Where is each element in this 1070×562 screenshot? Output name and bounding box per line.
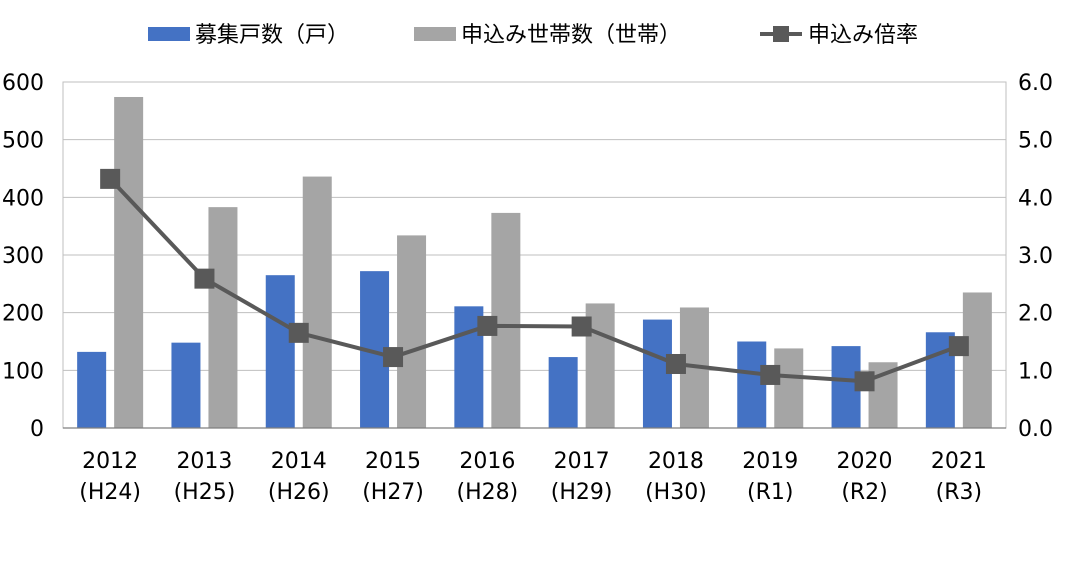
bar-series-1 [77,351,107,428]
x-tick-label-year: 2021 [931,449,987,474]
x-tick-label-year: 2018 [648,449,704,474]
x-tick-label-era: (H30) [645,480,707,505]
ratio-line [100,168,969,392]
legend-label-3: 申込み倍率 [808,23,918,48]
right-axis-tick-label: 1.0 [1018,359,1053,384]
ratio-point [194,268,215,289]
left-axis-tick-label: 500 [2,129,44,154]
legend-swatch-2 [414,27,456,41]
left-axis-tick-label: 600 [2,71,44,96]
right-axis-tick-label: 3.0 [1018,244,1053,269]
left-axis-tick-label: 300 [2,244,44,269]
right-axis-tick-label: 5.0 [1018,129,1053,154]
x-tick-label-year: 2017 [554,449,610,474]
left-axis-tick-label: 0 [30,417,44,442]
ratio-point [100,168,121,189]
ratio-point [477,315,498,336]
ratio-point [948,336,969,357]
bar-series-1 [265,275,295,428]
ratio-point [760,364,781,385]
ratio-point [571,316,592,337]
x-tick-label-era: (H24) [79,480,141,505]
x-tick-label-year: 2012 [82,449,138,474]
bars [77,96,992,428]
ratio-point [854,371,875,392]
bar-series-2 [114,96,144,428]
x-tick-label-year: 2016 [459,449,515,474]
left-axis-tick-label: 100 [2,359,44,384]
legend: 募集戸数（戸） 申込み世帯数（世帯） 申込み倍率 [148,23,918,48]
bar-series-2 [962,292,992,428]
x-tick-label-year: 2015 [365,449,421,474]
x-tick-label-year: 2020 [837,449,893,474]
ratio-point [665,353,686,374]
ratio-point [288,322,309,343]
right-axis-tick-label: 0.0 [1018,417,1053,442]
bar-series-2 [397,235,427,428]
x-tick-label-era: (H26) [268,480,330,505]
bar-series-1 [548,357,578,428]
x-tick-label-year: 2019 [742,449,798,474]
legend-marker-swatch [773,26,789,42]
bar-series-2 [302,176,332,428]
x-tick-label-era: (H27) [362,480,424,505]
legend-label-1: 募集戸数（戸） [195,23,349,48]
x-tick-label-year: 2013 [176,449,232,474]
x-tick-label-era: (H28) [456,480,518,505]
right-axis-tick-label: 6.0 [1018,71,1053,96]
right-axis-tick-label: 4.0 [1018,186,1053,211]
x-tick-label-era: (H25) [174,480,236,505]
bar-series-2 [774,348,804,428]
legend-swatch-1 [148,27,190,41]
x-tick-label-year: 2014 [271,449,327,474]
x-tick-label-era: (R1) [747,480,793,505]
x-tick-label-era: (R3) [936,480,982,505]
bar-series-2 [208,207,238,428]
ratio-point [383,347,404,368]
axes: 0 100 200 300 400 500 600 0.0 1.0 2.0 3.0 4.0 5.0 6.0… [2,71,1053,505]
x-tick-label-era: (R2) [841,480,887,505]
left-axis-tick-label: 400 [2,186,44,211]
bar-series-1 [171,342,201,428]
legend-label-2: 申込み世帯数（世帯） [461,23,681,48]
right-axis-tick-label: 2.0 [1018,302,1053,327]
ratio-series-line [108,177,960,384]
left-axis-tick-label: 200 [2,302,44,327]
x-tick-label-era: (H29) [551,480,613,505]
